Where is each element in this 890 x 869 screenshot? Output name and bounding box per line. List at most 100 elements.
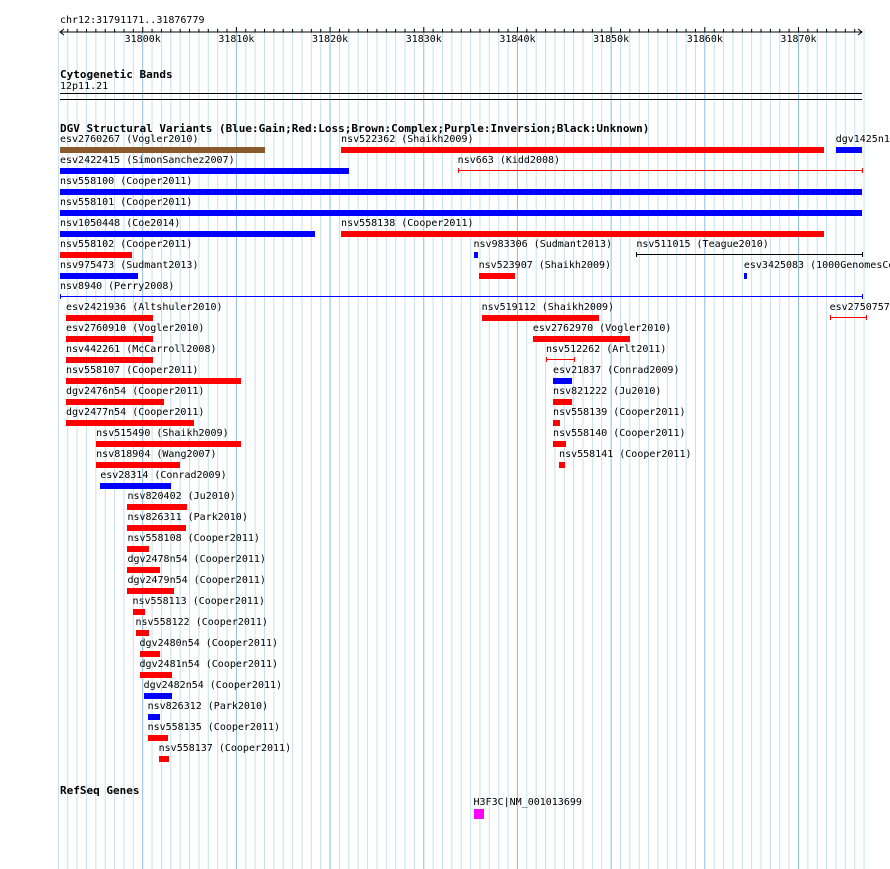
sv-feature-bar[interactable] xyxy=(65,378,242,384)
sv-feature-bar[interactable] xyxy=(139,672,172,678)
sv-feature-bar[interactable] xyxy=(147,735,168,741)
sv-feature-bar[interactable] xyxy=(60,252,133,258)
cytoband-label: 12p11.21 xyxy=(60,81,109,92)
sv-feature-bar[interactable] xyxy=(65,315,153,321)
sv-feature-bar[interactable] xyxy=(127,525,186,531)
sv-feature-bar[interactable] xyxy=(127,504,187,510)
sv-feature-label: nsv442261 (McCarroll2008) xyxy=(65,344,217,355)
ruler-axis[interactable] xyxy=(0,26,890,40)
sv-feature-label: dgv2476n54 (Cooper2011) xyxy=(65,386,205,397)
sv-feature-label: nsv826312 (Park2010) xyxy=(147,701,268,712)
refseq-track-title: RefSeq Genes xyxy=(60,784,140,797)
sv-feature-bar[interactable] xyxy=(143,693,172,699)
sv-feature-label: nsv515490 (Shaikh2009) xyxy=(96,428,229,439)
sv-feature-bar[interactable] xyxy=(60,189,862,195)
sv-feature-label: nsv511015 (Teague2010) xyxy=(636,239,769,250)
sv-feature-label: nsv663 (Kidd2008) xyxy=(457,155,561,166)
sv-feature-bar[interactable] xyxy=(835,147,862,153)
ruler-tick-label: 31810k xyxy=(218,34,255,45)
sv-feature-label: nsv558100 (Cooper2011) xyxy=(60,176,193,187)
sv-feature-cap xyxy=(862,252,863,257)
sv-feature-bar[interactable] xyxy=(60,210,862,216)
sv-feature-label: dgv2477n54 (Cooper2011) xyxy=(65,407,205,418)
sv-feature-label: nsv558137 (Cooper2011) xyxy=(158,743,292,754)
sv-feature-bar[interactable] xyxy=(341,147,824,153)
sv-feature-label: nsv983306 (Sudmant2013) xyxy=(473,239,612,250)
sv-feature-bar[interactable] xyxy=(481,315,600,321)
sv-feature-bar[interactable] xyxy=(743,273,747,279)
sv-feature-label: dgv2480n54 (Cooper2011) xyxy=(139,638,279,649)
sv-feature-label: nsv826311 (Park2010) xyxy=(127,512,248,523)
sv-feature-bar[interactable] xyxy=(60,273,139,279)
sv-feature-bar[interactable] xyxy=(553,441,567,447)
sv-feature-bar[interactable] xyxy=(60,168,349,174)
sv-feature-label: esv2760910 (Vogler2010) xyxy=(65,323,205,334)
sv-feature-bar[interactable] xyxy=(65,357,153,363)
sv-feature-bar[interactable] xyxy=(636,254,862,255)
ruler-tick-label: 31820k xyxy=(312,34,349,45)
sv-feature-bar[interactable] xyxy=(478,273,515,279)
gene-feature[interactable] xyxy=(473,809,484,819)
ruler-tick-label: 31850k xyxy=(593,34,630,45)
sv-feature-bar[interactable] xyxy=(553,378,573,384)
sv-feature-bar[interactable] xyxy=(546,359,575,360)
sv-feature-bar[interactable] xyxy=(60,231,315,237)
sv-feature-bar[interactable] xyxy=(127,567,160,573)
sv-feature-bar[interactable] xyxy=(127,588,174,594)
ruler-tick-label: 31830k xyxy=(405,34,442,45)
sv-feature-bar[interactable] xyxy=(457,170,862,171)
sv-feature-label: nsv558107 (Cooper2011) xyxy=(65,365,199,376)
sv-feature-bar[interactable] xyxy=(60,147,266,153)
sv-feature-label: esv2750757 ( xyxy=(829,302,890,313)
sv-feature-cap xyxy=(862,294,863,299)
sv-feature-label: nsv558122 (Cooper2011) xyxy=(135,617,268,628)
locus-label: chr12:31791171..31876779 xyxy=(60,15,205,26)
sv-feature-bar[interactable] xyxy=(127,546,149,552)
sv-feature-bar[interactable] xyxy=(65,420,194,426)
sv-feature-bar[interactable] xyxy=(96,462,180,468)
sv-feature-label: nsv558141 (Cooper2011) xyxy=(559,449,692,460)
sv-feature-bar[interactable] xyxy=(147,714,160,720)
sv-feature-label: nsv522362 (Shaikh2009) xyxy=(341,134,474,145)
sv-feature-label: nsv558139 (Cooper2011) xyxy=(553,407,686,418)
sv-feature-cap xyxy=(866,315,868,320)
sv-feature-label: esv2421936 (Altshuler2010) xyxy=(65,302,223,313)
sv-feature-bar[interactable] xyxy=(829,317,867,318)
sv-feature-label: nsv523907 (Shaikh2009) xyxy=(478,260,612,271)
ruler-arrow xyxy=(857,28,863,36)
cytoband-line-top xyxy=(60,93,862,94)
sv-feature-bar[interactable] xyxy=(96,441,242,447)
ruler-tick-label: 31870k xyxy=(780,34,817,45)
sv-feature-label: dgv2479n54 (Cooper2011) xyxy=(127,575,266,586)
sv-feature-label: dgv1425n100 xyxy=(835,134,890,145)
sv-feature-bar[interactable] xyxy=(553,420,561,426)
gene-label[interactable]: H3F3C|NM_001013699 xyxy=(473,797,582,808)
sv-feature-bar[interactable] xyxy=(65,399,164,405)
cytoband-line-bottom xyxy=(60,99,862,100)
sv-feature-bar[interactable] xyxy=(473,252,478,258)
sv-feature-bar[interactable] xyxy=(553,399,573,405)
sv-feature-bar[interactable] xyxy=(65,336,153,342)
sv-feature-bar[interactable] xyxy=(532,336,630,342)
ruler-tick-label: 31840k xyxy=(499,34,536,45)
sv-feature-bar[interactable] xyxy=(158,756,169,762)
cytoband-track-title: Cytogenetic Bands xyxy=(60,68,173,81)
sv-feature-label: nsv1050448 (Coe2014) xyxy=(60,218,181,229)
sv-feature-label: nsv821222 (Ju2010) xyxy=(553,386,662,397)
sv-feature-bar[interactable] xyxy=(135,630,149,636)
sv-feature-label: dgv2478n54 (Cooper2011) xyxy=(127,554,266,565)
sv-feature-bar[interactable] xyxy=(139,651,160,657)
sv-feature-cap xyxy=(862,168,863,173)
sv-feature-label: esv2422415 (SimonSanchez2007) xyxy=(60,155,235,166)
ruler-tick-label: 31800k xyxy=(124,34,161,45)
sv-feature-bar[interactable] xyxy=(100,483,171,489)
sv-feature-bar[interactable] xyxy=(132,609,145,615)
sv-feature-label: nsv558101 (Cooper2011) xyxy=(60,197,193,208)
sv-feature-label: nsv558102 (Cooper2011) xyxy=(60,239,193,250)
sv-feature-bar[interactable] xyxy=(341,231,824,237)
sv-feature-label: esv2762970 (Vogler2010) xyxy=(532,323,672,334)
sv-feature-bar[interactable] xyxy=(60,296,862,297)
sv-feature-bar[interactable] xyxy=(559,462,566,468)
sv-feature-label: nsv975473 (Sudmant2013) xyxy=(60,260,199,271)
